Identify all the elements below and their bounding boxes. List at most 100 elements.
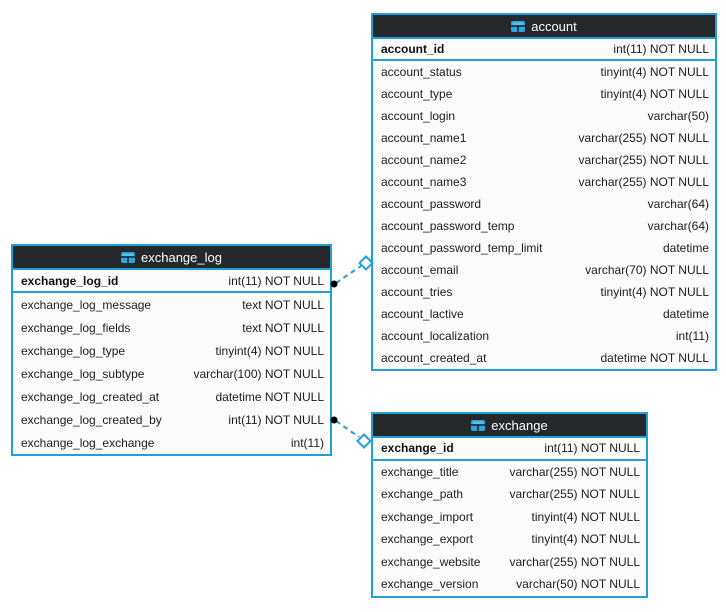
connector-line-exchange-log-exchange bbox=[335, 420, 360, 438]
column-row: account_localization int(11) bbox=[373, 325, 715, 347]
table-account[interactable]: account account_id int(11) NOT NULL acco… bbox=[371, 13, 717, 371]
column-name: account_localization bbox=[381, 329, 490, 343]
column-row: exchange_path varchar(255) NOT NULL bbox=[373, 483, 646, 506]
column-row: exchange_version varchar(50) NOT NULL bbox=[373, 573, 646, 596]
table-name: exchange bbox=[491, 417, 548, 433]
column-row: account_name1 varchar(255) NOT NULL bbox=[373, 127, 715, 149]
table-name: account bbox=[531, 18, 577, 34]
column-type: tinyint(4) NOT NULL bbox=[600, 285, 709, 299]
column-name: exchange_log_id bbox=[21, 273, 119, 288]
column-type: varchar(100) NOT NULL bbox=[193, 366, 325, 381]
column-name: account_name2 bbox=[381, 153, 467, 167]
column-row: exchange_log_type tinyint(4) NOT NULL bbox=[13, 339, 330, 362]
column-row: exchange_website varchar(255) NOT NULL bbox=[373, 551, 646, 574]
column-row: exchange_title varchar(255) NOT NULL bbox=[373, 461, 646, 484]
table-header-exchange-log[interactable]: exchange_log bbox=[13, 246, 330, 270]
connector-line-exchange-log-account bbox=[335, 265, 362, 284]
column-name: exchange_log_message bbox=[21, 297, 152, 312]
column-row: account_type tinyint(4) NOT NULL bbox=[373, 83, 715, 105]
column-row: account_lactive datetime bbox=[373, 303, 715, 325]
column-type: datetime NOT NULL bbox=[600, 351, 710, 365]
table-icon bbox=[471, 419, 486, 431]
column-row: exchange_id int(11) NOT NULL bbox=[373, 438, 646, 461]
table-exchange[interactable]: exchange exchange_id int(11) NOT NULL ex… bbox=[371, 412, 648, 598]
column-row: account_name3 varchar(255) NOT NULL bbox=[373, 171, 715, 193]
column-name: account_name1 bbox=[381, 131, 467, 145]
column-name: account_name3 bbox=[381, 175, 467, 189]
column-type: text NOT NULL bbox=[242, 320, 324, 335]
column-row: exchange_log_created_at datetime NOT NULL bbox=[13, 385, 330, 408]
column-type: int(11) NOT NULL bbox=[228, 273, 324, 288]
column-type: tinyint(4) NOT NULL bbox=[531, 532, 640, 547]
column-name: account_login bbox=[381, 109, 456, 123]
column-type: varchar(255) NOT NULL bbox=[509, 487, 641, 502]
column-row: exchange_log_subtype varchar(100) NOT NUL… bbox=[13, 362, 330, 385]
connector-diamond bbox=[356, 433, 372, 449]
column-type: tinyint(4) NOT NULL bbox=[600, 87, 709, 101]
column-name: exchange_path bbox=[381, 487, 464, 502]
column-row: account_email varchar(70) NOT NULL bbox=[373, 259, 715, 281]
column-type: int(11) NOT NULL bbox=[544, 441, 640, 456]
column-name: account_status bbox=[381, 65, 462, 79]
column-row: account_created_at datetime NOT NULL bbox=[373, 347, 715, 369]
column-type: varchar(255) NOT NULL bbox=[578, 131, 710, 145]
column-row: account_login varchar(50) bbox=[373, 105, 715, 127]
column-type: tinyint(4) NOT NULL bbox=[600, 65, 709, 79]
column-name: exchange_id bbox=[381, 441, 454, 456]
column-row: exchange_log_exchange int(11) bbox=[13, 431, 330, 454]
column-type: text NOT NULL bbox=[242, 297, 324, 312]
column-type: varchar(64) bbox=[647, 197, 709, 211]
column-row: account_status tinyint(4) NOT NULL bbox=[373, 61, 715, 83]
column-row: exchange_log_message text NOT NULL bbox=[13, 293, 330, 316]
column-type: datetime NOT NULL bbox=[215, 389, 325, 404]
column-name: exchange_export bbox=[381, 532, 474, 547]
column-type: int(11) NOT NULL bbox=[613, 42, 709, 56]
column-row: exchange_log_id int(11) NOT NULL bbox=[13, 270, 330, 293]
column-name: exchange_log_fields bbox=[21, 320, 131, 335]
column-name: exchange_version bbox=[381, 577, 479, 592]
column-row: exchange_export tinyint(4) NOT NULL bbox=[373, 528, 646, 551]
column-row: account_tries tinyint(4) NOT NULL bbox=[373, 281, 715, 303]
column-type: tinyint(4) NOT NULL bbox=[215, 343, 324, 358]
column-row: account_password_temp varchar(64) bbox=[373, 215, 715, 237]
table-name: exchange_log bbox=[141, 249, 222, 265]
column-type: varchar(50) bbox=[647, 109, 709, 123]
table-icon bbox=[511, 20, 526, 32]
column-type: int(11) bbox=[290, 435, 324, 450]
column-name: exchange_log_created_by bbox=[21, 412, 162, 427]
column-name: account_email bbox=[381, 263, 459, 277]
column-name: exchange_log_type bbox=[21, 343, 126, 358]
column-row: exchange_import tinyint(4) NOT NULL bbox=[373, 506, 646, 529]
table-header-account[interactable]: account bbox=[373, 15, 715, 39]
column-name: account_id bbox=[381, 42, 445, 56]
column-name: account_created_at bbox=[381, 351, 487, 365]
column-row: exchange_log_created_by int(11) NOT NULL bbox=[13, 408, 330, 431]
table-header-exchange[interactable]: exchange bbox=[373, 414, 646, 438]
column-type: datetime bbox=[662, 241, 709, 255]
column-type: varchar(255) NOT NULL bbox=[578, 153, 710, 167]
column-name: account_password_temp bbox=[381, 219, 515, 233]
table-exchange-log[interactable]: exchange_log exchange_log_id int(11) NOT… bbox=[11, 244, 332, 456]
column-type: varchar(70) NOT NULL bbox=[585, 263, 709, 277]
column-row: account_name2 varchar(255) NOT NULL bbox=[373, 149, 715, 171]
column-type: varchar(255) NOT NULL bbox=[509, 464, 641, 479]
column-name: exchange_log_exchange bbox=[21, 435, 155, 450]
column-name: exchange_website bbox=[381, 554, 481, 569]
column-name: exchange_import bbox=[381, 509, 474, 524]
column-name: account_lactive bbox=[381, 307, 464, 321]
column-type: int(11) NOT NULL bbox=[228, 412, 324, 427]
column-type: tinyint(4) NOT NULL bbox=[531, 509, 640, 524]
column-row: account_password_temp_limit datetime bbox=[373, 237, 715, 259]
column-name: account_type bbox=[381, 87, 453, 101]
column-type: varchar(255) NOT NULL bbox=[578, 175, 710, 189]
column-name: exchange_log_subtype bbox=[21, 366, 145, 381]
column-row: account_password varchar(64) bbox=[373, 193, 715, 215]
column-type: varchar(255) NOT NULL bbox=[509, 554, 641, 569]
column-type: int(11) bbox=[675, 329, 709, 343]
column-name: account_password_temp_limit bbox=[381, 241, 543, 255]
column-type: varchar(50) NOT NULL bbox=[516, 577, 640, 592]
column-row: account_id int(11) NOT NULL bbox=[373, 39, 715, 61]
column-row: exchange_log_fields text NOT NULL bbox=[13, 316, 330, 339]
table-icon bbox=[121, 251, 136, 263]
column-type: datetime bbox=[662, 307, 709, 321]
